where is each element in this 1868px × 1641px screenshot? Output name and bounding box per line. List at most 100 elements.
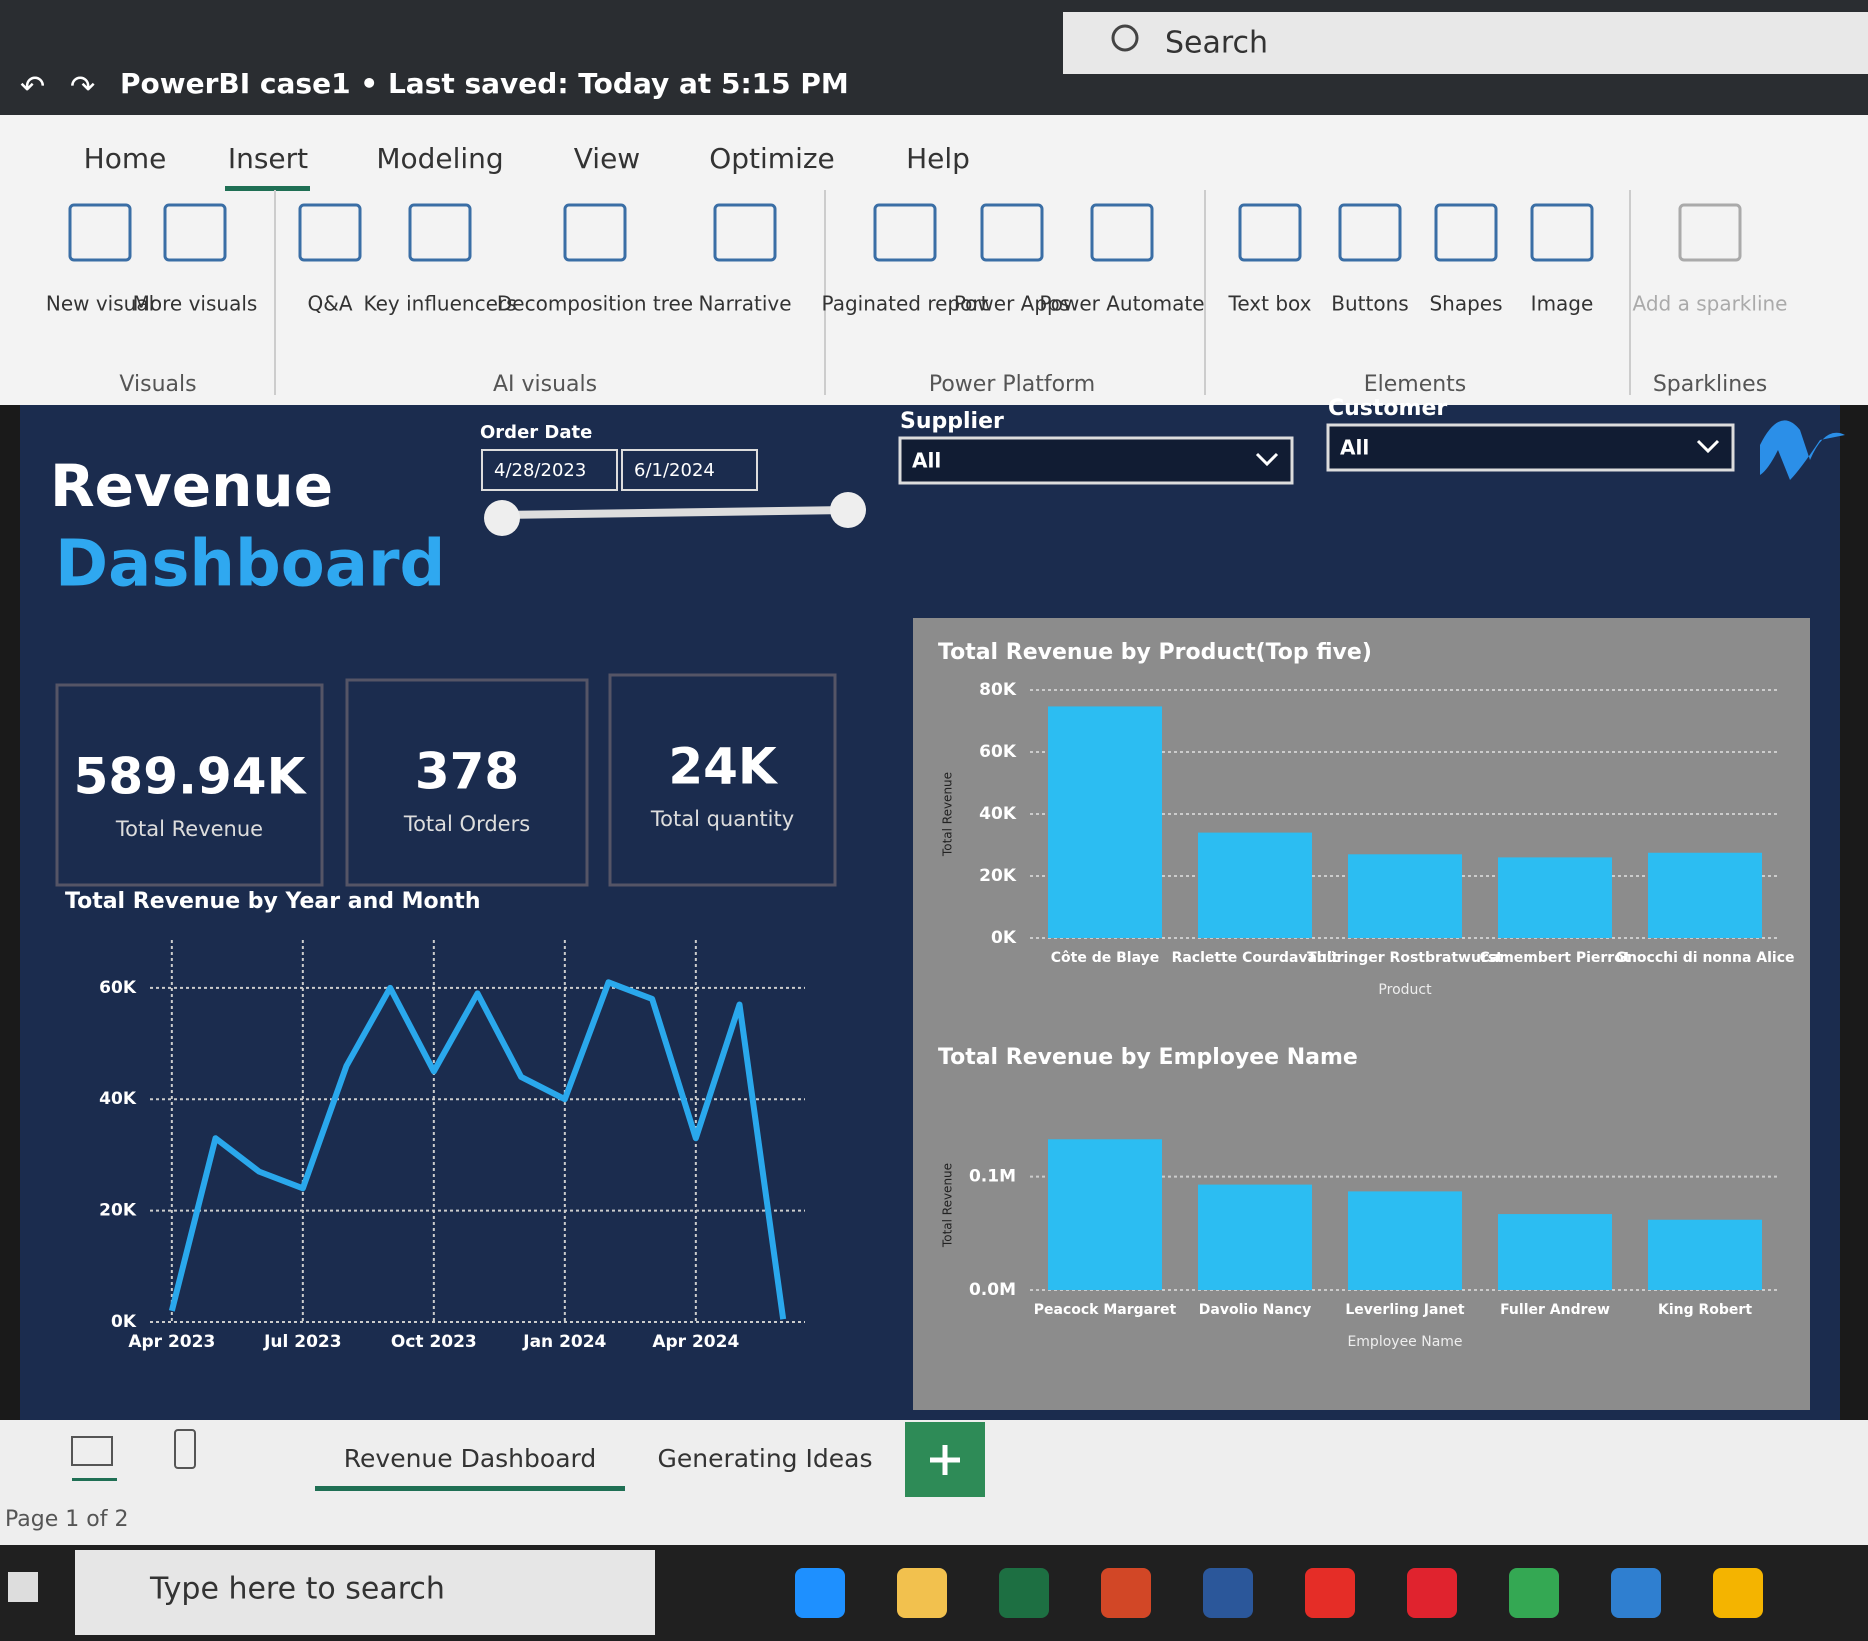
ribbon-button[interactable]: More visuals xyxy=(133,292,258,316)
date-slider-handle[interactable] xyxy=(484,500,520,536)
taskbar-app[interactable] xyxy=(1305,1568,1355,1618)
ribbon-icon xyxy=(298,203,362,262)
ribbon-tab[interactable]: Home xyxy=(84,142,167,175)
ribbon-button[interactable]: Decomposition tree xyxy=(497,292,693,316)
bar xyxy=(1198,1184,1312,1290)
dropdown-value: All xyxy=(1340,436,1369,460)
dropdown[interactable] xyxy=(1326,423,1735,472)
search-placeholder[interactable]: Search xyxy=(1165,26,1268,61)
taskbar-app[interactable] xyxy=(1101,1568,1151,1618)
date-input[interactable] xyxy=(481,449,618,491)
search-box[interactable] xyxy=(1063,12,1868,74)
bar xyxy=(1198,832,1312,938)
ribbon-group-label: Visuals xyxy=(119,372,196,397)
ribbon-tab[interactable]: Insert xyxy=(228,142,308,175)
ribbon-button[interactable]: Q&A xyxy=(307,292,352,316)
kpi-card xyxy=(345,678,589,887)
active-page-underline xyxy=(315,1486,625,1491)
search-icon xyxy=(1111,24,1139,52)
taskbar-app[interactable] xyxy=(1509,1568,1559,1618)
mobile-view-icon[interactable] xyxy=(174,1429,196,1469)
ribbon-icon xyxy=(563,203,627,262)
ribbon-tab[interactable]: Help xyxy=(906,142,970,175)
kpi-value: 24K xyxy=(668,738,779,796)
taskbar-app[interactable] xyxy=(1611,1568,1661,1618)
x-tick-label: Oct 2023 xyxy=(391,1332,477,1352)
bar xyxy=(1048,1139,1162,1290)
taskbar-app[interactable] xyxy=(999,1568,1049,1618)
x-tick-label: Jan 2024 xyxy=(522,1332,606,1352)
taskbar-apps xyxy=(795,1568,1763,1618)
y-tick-label: 0.0M xyxy=(969,1280,1016,1300)
x-tick-label: Raclette Courdavault xyxy=(1172,950,1339,966)
ribbon-tab[interactable]: Modeling xyxy=(376,142,503,175)
y-axis-title: Total Revenue xyxy=(941,772,955,857)
logo xyxy=(1760,420,1845,480)
line-series xyxy=(168,979,787,1320)
dropdown-chevron xyxy=(1255,452,1279,467)
date-input[interactable] xyxy=(621,449,758,491)
ribbon-icon xyxy=(1238,203,1302,262)
ribbon-tab[interactable]: Optimize xyxy=(709,142,835,175)
y-tick-label: 60K xyxy=(979,742,1017,762)
desktop-view-icon[interactable] xyxy=(71,1436,113,1466)
ribbon-icon xyxy=(1530,203,1594,262)
taskbar-app[interactable] xyxy=(1407,1568,1457,1618)
kpi-label: Total quantity xyxy=(650,807,794,831)
ribbon-button[interactable]: Narrative xyxy=(698,292,791,316)
ribbon-icon xyxy=(163,203,227,262)
ribbon-button[interactable]: Text box xyxy=(1228,292,1312,316)
bar xyxy=(1498,857,1612,938)
ribbon-button[interactable]: Power Automate xyxy=(1039,292,1204,316)
ribbon-icon xyxy=(408,203,472,262)
ribbon-tab[interactable]: View xyxy=(574,142,640,175)
chart-title: Total Revenue by Year and Month xyxy=(65,889,481,914)
taskbar-search-box[interactable] xyxy=(75,1550,655,1635)
x-tick-label: Peacock Margaret xyxy=(1034,1302,1177,1318)
taskbar-app[interactable] xyxy=(1203,1568,1253,1618)
x-tick-label: Fuller Andrew xyxy=(1500,1302,1610,1318)
ribbon-button[interactable]: Key influencers xyxy=(363,292,516,316)
start-button[interactable] xyxy=(8,1572,38,1602)
chart-title: Total Revenue by Employee Name xyxy=(938,1045,1358,1070)
taskbar-app[interactable] xyxy=(1713,1568,1763,1618)
kpi-value: 378 xyxy=(415,743,519,801)
x-tick-label: Apr 2024 xyxy=(652,1332,739,1352)
taskbar-app[interactable] xyxy=(795,1568,845,1618)
y-tick-label: 40K xyxy=(99,1089,137,1109)
kpi-label: Total Orders xyxy=(403,812,530,836)
redo-icon[interactable]: ↷ xyxy=(70,70,95,105)
y-tick-label: 20K xyxy=(979,866,1017,886)
ribbon-button[interactable]: Buttons xyxy=(1331,292,1408,316)
taskbar-app[interactable] xyxy=(897,1568,947,1618)
y-tick-label: 40K xyxy=(979,804,1017,824)
x-tick-label: Camembert Pierrot xyxy=(1479,950,1630,966)
page-tab[interactable]: Generating Ideas xyxy=(658,1444,873,1473)
dropdown-chevron xyxy=(1696,439,1720,454)
kpi-card xyxy=(608,673,837,887)
slicer-label: Order Date xyxy=(480,422,592,443)
ribbon-button[interactable]: New visual xyxy=(46,292,154,316)
dashboard-title: Dashboard xyxy=(55,528,445,602)
date-slider-handle[interactable] xyxy=(830,492,866,528)
dashboard-title: Revenue xyxy=(50,452,333,520)
ribbon-button[interactable]: Power Apps xyxy=(954,292,1070,316)
dropdown[interactable] xyxy=(898,436,1294,485)
ribbon-button[interactable]: Shapes xyxy=(1429,292,1502,316)
ribbon-button[interactable]: Add a sparkline xyxy=(1633,292,1788,316)
bar xyxy=(1648,1219,1762,1290)
ribbon-button[interactable]: Image xyxy=(1531,292,1594,316)
bar xyxy=(1348,1191,1462,1290)
add-page-icon xyxy=(930,1445,960,1475)
ribbon-button[interactable]: Paginated report xyxy=(822,292,989,316)
ribbon-group-label: AI visuals xyxy=(493,372,597,397)
bar xyxy=(1498,1214,1612,1290)
y-tick-label: 60K xyxy=(99,978,137,998)
y-tick-label: 0K xyxy=(991,928,1017,948)
document-title: PowerBI case1 • Last saved: Today at 5:1… xyxy=(120,67,849,100)
status-text: Page 1 of 2 xyxy=(5,1507,128,1532)
undo-icon[interactable]: ↶ xyxy=(20,70,45,105)
page-tab[interactable]: Revenue Dashboard xyxy=(344,1444,596,1473)
ribbon-icon xyxy=(873,203,937,262)
x-tick-label: Gnocchi di nonna Alice xyxy=(1615,950,1794,966)
